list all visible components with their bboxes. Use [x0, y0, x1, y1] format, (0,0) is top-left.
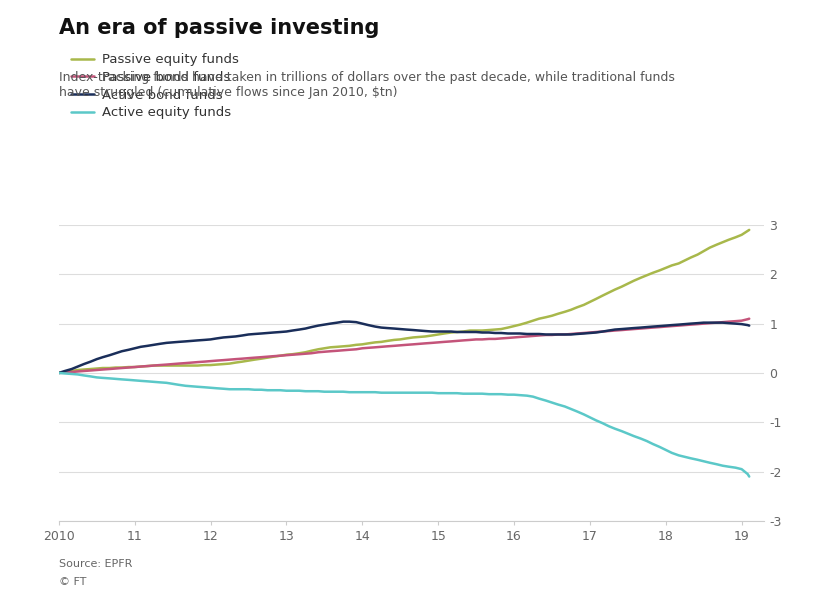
Active equity funds	[744, 473, 754, 480]
Active bond funds	[54, 369, 64, 377]
Line: Active bond funds: Active bond funds	[59, 321, 749, 373]
Active bond funds	[313, 322, 323, 329]
Active bond funds	[339, 318, 349, 325]
Active equity funds	[313, 388, 323, 395]
Passive equity funds	[744, 226, 754, 233]
Active bond funds	[230, 333, 240, 340]
Passive bond funds	[744, 315, 754, 322]
Passive equity funds	[212, 361, 222, 368]
Active equity funds	[54, 369, 64, 377]
Text: © FT: © FT	[59, 577, 87, 587]
Active bond funds	[212, 335, 222, 342]
Legend: Passive equity funds, Passive bond funds, Active bond funds, Active equity funds: Passive equity funds, Passive bond funds…	[66, 48, 244, 124]
Passive equity funds	[724, 236, 734, 243]
Active bond funds	[382, 324, 392, 332]
Text: Index-tracking funds have taken in trillions of dollars over the past decade, wh: Index-tracking funds have taken in trill…	[59, 71, 675, 99]
Passive bond funds	[230, 356, 240, 363]
Line: Passive equity funds: Passive equity funds	[59, 230, 749, 373]
Active bond funds	[731, 320, 741, 327]
Active equity funds	[230, 386, 240, 393]
Active equity funds	[212, 385, 222, 392]
Passive equity funds	[376, 338, 386, 345]
Line: Passive bond funds: Passive bond funds	[59, 318, 749, 373]
Passive equity funds	[458, 328, 468, 335]
Passive bond funds	[313, 349, 323, 356]
Active equity funds	[458, 390, 468, 397]
Passive bond funds	[54, 369, 64, 377]
Passive equity funds	[313, 346, 323, 353]
Passive bond funds	[724, 318, 734, 325]
Text: Source: EPFR: Source: EPFR	[59, 559, 132, 570]
Active equity funds	[376, 389, 386, 396]
Passive equity funds	[230, 359, 240, 366]
Passive equity funds	[54, 369, 64, 377]
Active equity funds	[724, 463, 734, 470]
Active bond funds	[744, 322, 754, 329]
Passive bond funds	[458, 337, 468, 344]
Passive bond funds	[212, 357, 222, 364]
Line: Active equity funds: Active equity funds	[59, 373, 749, 477]
Text: An era of passive investing: An era of passive investing	[59, 18, 379, 38]
Passive bond funds	[376, 343, 386, 350]
Active bond funds	[465, 329, 475, 336]
